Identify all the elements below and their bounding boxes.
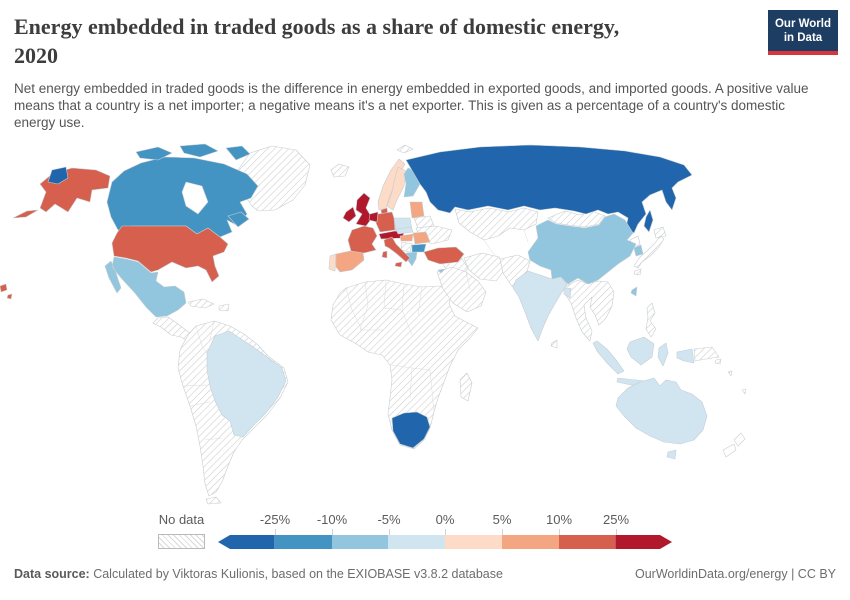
country-iran[interactable]: [463, 252, 506, 282]
title-year: 2020: [14, 43, 58, 68]
country-usa-alaska[interactable]: [12, 167, 111, 219]
country-turkey[interactable]: [423, 246, 465, 265]
country-sri-lanka[interactable]: [550, 339, 558, 349]
chart-subtitle: Net energy embedded in traded goods is t…: [14, 81, 809, 130]
country-japan[interactable]: [633, 226, 667, 276]
legend-tick-line: [332, 529, 333, 535]
country-mexico[interactable]: [104, 256, 187, 318]
legend-tick-line: [445, 529, 446, 535]
footer-link[interactable]: OurWorldinData.org/energy | CC BY: [634, 567, 836, 581]
country-australia[interactable]: [615, 377, 708, 460]
legend-tick-line: [389, 529, 390, 535]
legend-tick-line: [559, 529, 560, 535]
country-cyprus[interactable]: [437, 268, 446, 274]
country-taiwan[interactable]: [630, 286, 638, 297]
country-germany[interactable]: [375, 211, 396, 233]
legend-bucket[interactable]: [501, 535, 559, 549]
no-data-swatch[interactable]: [158, 534, 205, 549]
country-canada[interactable]: [106, 156, 259, 238]
footer: Data source: Calculated by Viktoras Kuli…: [14, 566, 836, 582]
country-united-kingdom[interactable]: [355, 192, 373, 227]
legend-tick-line: [502, 529, 503, 535]
country-india[interactable]: [512, 270, 568, 342]
country-se-asia[interactable]: [564, 279, 615, 342]
country-iceland[interactable]: [330, 163, 350, 178]
legend-tick-label: -5%: [377, 512, 401, 527]
country-balkans[interactable]: [400, 241, 413, 253]
legend-bucket[interactable]: [558, 535, 616, 549]
legend-tick-line: [275, 529, 276, 535]
data-source-label: Data source:: [14, 567, 90, 581]
header: Energy embedded in traded goods as a sha…: [14, 12, 760, 70]
legend-bucket[interactable]: [218, 535, 275, 549]
country-usa-hawaii[interactable]: [0, 283, 13, 300]
legend-tick-label: -10%: [316, 512, 348, 527]
legend-bucket[interactable]: [445, 535, 502, 549]
country-cuba[interactable]: [187, 298, 215, 309]
country-new-zealand[interactable]: [722, 432, 746, 458]
legend-bucket[interactable]: [274, 535, 332, 549]
legend-bucket[interactable]: [331, 535, 389, 549]
country-spain[interactable]: [335, 250, 365, 273]
internal-borders-south-america: [182, 320, 223, 441]
country-portugal[interactable]: [328, 253, 337, 272]
country-pacific-islands[interactable]: [714, 358, 747, 395]
legend-bucket[interactable]: [388, 535, 445, 549]
country-madagascar[interactable]: [459, 372, 473, 402]
country-papua-new-guinea[interactable]: [693, 346, 720, 362]
country-romania[interactable]: [412, 231, 431, 245]
country-canada-islands[interactable]: [135, 143, 251, 228]
country-ireland[interactable]: [342, 206, 357, 223]
legend-bucket[interactable]: [615, 535, 672, 549]
country-france[interactable]: [347, 225, 378, 254]
country-usa[interactable]: [111, 225, 229, 283]
logo-line2: in Data: [783, 32, 823, 44]
country-hungary[interactable]: [399, 233, 414, 242]
internal-borders-africa: [345, 279, 435, 413]
data-source-text: Calculated by Viktoras Kulionis, based o…: [89, 567, 503, 581]
legend-tick-label: 5%: [492, 512, 512, 527]
country-czechia-slovakia[interactable]: [395, 226, 414, 235]
country-indonesia[interactable]: [592, 336, 695, 388]
page-title: Energy embedded in traded goods as a sha…: [14, 12, 760, 70]
country-belgium-netherlands[interactable]: [368, 211, 379, 223]
legend-tick-line: [616, 529, 617, 535]
country-svalbard[interactable]: [396, 144, 414, 154]
country-hispaniola[interactable]: [218, 303, 230, 312]
world-map: [0, 140, 850, 510]
color-scale-bar: [218, 535, 672, 549]
country-brazil[interactable]: [206, 330, 287, 438]
legend-tick-label: 25%: [602, 512, 630, 527]
legend-tick-label: 10%: [545, 512, 573, 527]
country-russia-sakhalin[interactable]: [643, 209, 654, 233]
country-italy[interactable]: [381, 236, 411, 268]
country-bangladesh[interactable]: [563, 287, 572, 299]
country-baltic-states[interactable]: [409, 201, 425, 219]
country-arabian-peninsula[interactable]: [436, 266, 487, 313]
legend-tick-label: -25%: [259, 512, 291, 527]
data-source: Data source: Calculated by Viktoras Kuli…: [14, 566, 503, 582]
country-russia-chukotka[interactable]: [47, 166, 69, 185]
logo-line1: Our World: [774, 18, 831, 30]
internal-borders-asia: [465, 229, 529, 291]
country-south-korea[interactable]: [633, 244, 644, 257]
country-south-africa[interactable]: [391, 411, 431, 449]
title-text: Energy embedded in traded goods as a sha…: [14, 14, 620, 39]
country-mongolia[interactable]: [547, 210, 606, 228]
map-legend: No data -25% -10% -5% 0% 5% 10% 25%: [0, 506, 850, 558]
country-philippines[interactable]: [645, 302, 657, 338]
country-tierra-del-fuego[interactable]: [205, 496, 222, 505]
country-bulgaria[interactable]: [411, 243, 427, 253]
owid-logo[interactable]: Our World in Data: [768, 10, 838, 55]
no-data-label: No data: [158, 512, 205, 527]
country-central-asia[interactable]: [454, 207, 539, 241]
legend-tick-label: 0%: [435, 512, 455, 527]
